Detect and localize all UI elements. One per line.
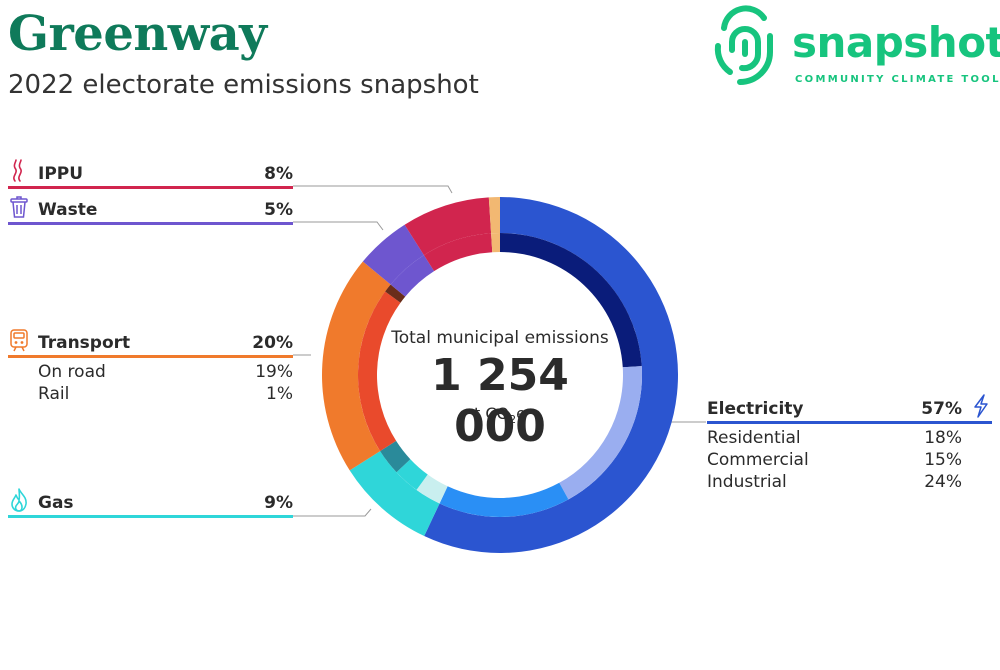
page-title: Greenway [8,6,267,62]
subcategory-label: Commercial [707,450,809,470]
subcategory-rail: Rail 1% [8,383,293,405]
category-label: Transport [38,333,131,353]
donut-inner-slice-electricity-industrial [500,233,642,368]
subcategory-label: Industrial [707,472,787,492]
leader-line-gas [293,508,372,517]
donut-inner-slice-gas-c [380,440,411,473]
category-percent: 9% [264,493,293,513]
category-percent: 20% [252,333,293,353]
leader-line-ippu [293,185,453,194]
lightning-icon [974,394,988,418]
donut-inner-slice-transport-rail [385,284,406,303]
subcategory-percent: 1% [266,384,293,404]
subcategory-percent: 15% [924,450,962,470]
train-icon [10,329,28,352]
category-ippu: IPPU 8% [8,159,293,189]
logo-wordmark: snapshot [792,18,1000,67]
donut-slice-other [488,197,500,234]
donut-slice-transport [322,261,391,471]
flame-icon [11,488,27,512]
donut-inner-slice-waste [390,255,435,297]
category-label: IPPU [38,164,84,184]
fingerprint-logo-icon [714,5,773,85]
subcategory-percent: 19% [255,362,293,382]
subcategory-residential: Residential 18% [707,427,992,449]
subcategory-industrial: Industrial 24% [707,471,992,493]
category-label: Gas [38,493,74,513]
donut-inner-slice-transport-on-road [358,291,401,452]
subcategory-commercial: Commercial 15% [707,449,992,471]
subcategory-label: On road [38,362,106,382]
leader-line-waste [293,221,384,231]
subcategory-on-road: On road 19% [8,361,293,383]
donut-slice-ippu [404,197,492,256]
total-emissions-label: Total municipal emissions [391,328,609,348]
donut-inner-slice-gas-b [396,459,428,490]
category-label: Electricity [707,399,804,419]
donut-slice-gas [349,451,440,537]
category-label: Waste [38,200,98,220]
donut-inner-slice-ippu [423,233,493,272]
donut-inner-slice-electricity-commercial [439,482,569,517]
donut-inner-slice-gas-a [416,474,448,504]
subcategory-percent: 18% [924,428,962,448]
subcategory-label: Rail [38,384,70,404]
category-gas: Gas 9% [8,488,293,518]
category-percent: 57% [921,399,962,419]
trash-bin-icon [10,196,28,218]
total-emissions-value: 1 254 000 [431,350,569,452]
category-percent: 5% [264,200,293,220]
donut-inner-slice-electricity-residential [559,366,642,500]
category-percent: 8% [264,164,293,184]
subcategory-label: Residential [707,428,801,448]
donut-slice-waste [362,224,424,285]
subcategory-percent: 24% [924,472,962,492]
logo-tagline: COMMUNITY CLIMATE TOOL [795,74,1000,85]
donut-inner-slice-other [491,233,500,253]
smoke-icon [13,159,22,182]
total-emissions-unit: t CO2e [474,404,526,427]
donut-slice-electricity [424,197,678,553]
category-electricity: Electricity 57% Residential 18% Commerci… [707,394,992,493]
category-transport: Transport 20% On road 19% Rail 1% [8,329,293,405]
category-waste: Waste 5% [8,196,293,225]
page-subtitle: 2022 electorate emissions snapshot [8,70,479,100]
